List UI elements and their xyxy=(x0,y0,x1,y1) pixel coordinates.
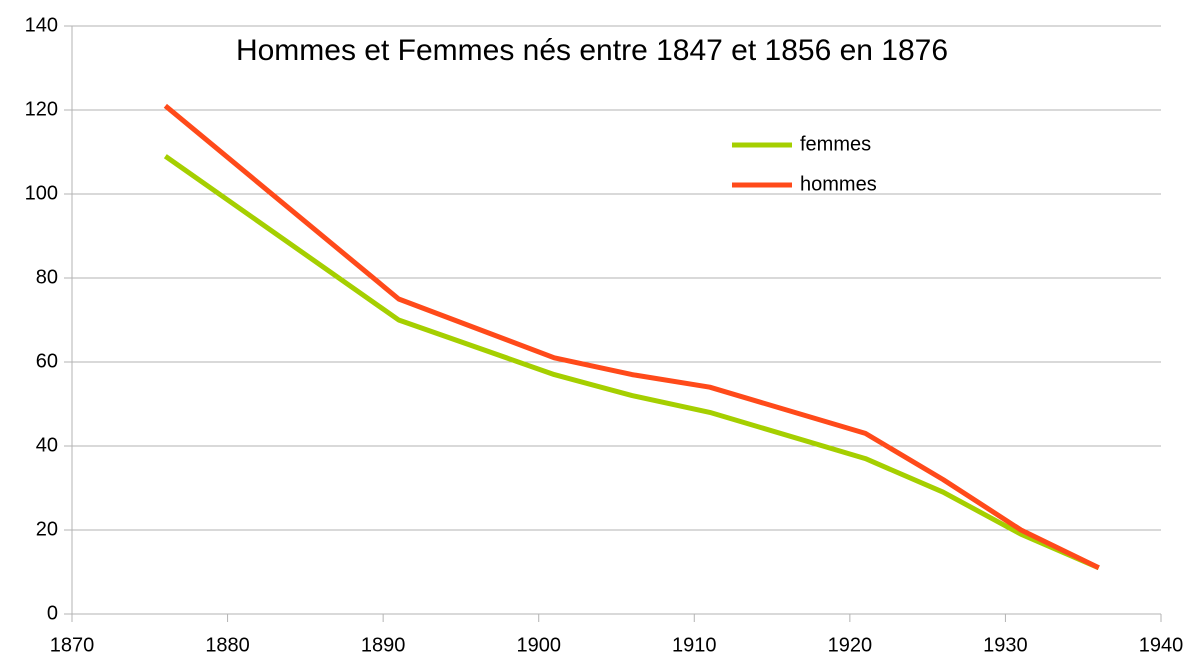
x-tick-label: 1930 xyxy=(983,634,1028,656)
x-tick-label: 1940 xyxy=(1139,634,1184,656)
chart-title: Hommes et Femmes nés entre 1847 et 1856 … xyxy=(236,34,948,67)
x-tick-label: 1920 xyxy=(828,634,873,656)
series-line xyxy=(163,103,1100,571)
y-tick-label: 80 xyxy=(36,266,58,288)
y-tick-label: 120 xyxy=(25,98,58,120)
series-line xyxy=(163,154,1100,571)
x-tick-label: 1910 xyxy=(672,634,717,656)
legend-label: femmes xyxy=(800,133,871,155)
x-tick-label: 1870 xyxy=(50,634,95,656)
x-tick-label: 1880 xyxy=(205,634,250,656)
y-tick-label: 0 xyxy=(47,602,58,624)
y-tick-label: 60 xyxy=(36,350,58,372)
y-tick-label: 20 xyxy=(36,518,58,540)
x-tick-label: 1890 xyxy=(361,634,406,656)
legend-label: hommes xyxy=(800,173,877,195)
y-tick-label: 100 xyxy=(25,182,58,204)
y-tick-label: 40 xyxy=(36,434,58,456)
y-tick-label: 140 xyxy=(25,14,58,36)
x-tick-label: 1900 xyxy=(516,634,561,656)
